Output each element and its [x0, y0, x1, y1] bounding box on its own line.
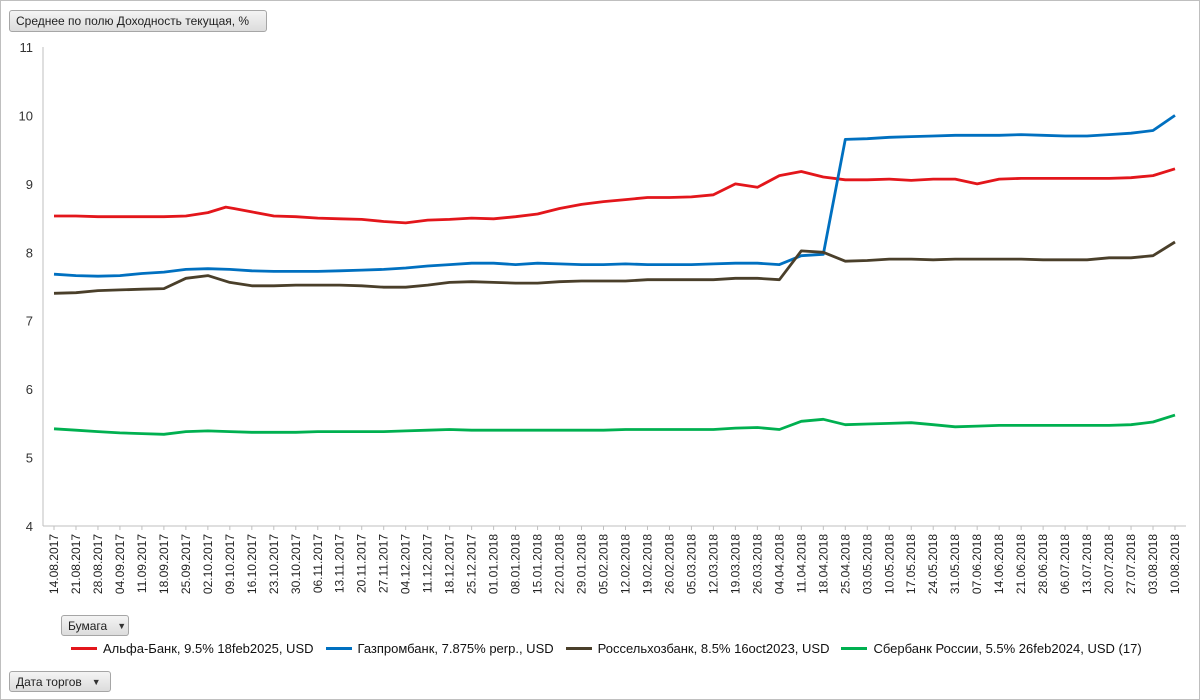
x-tick-label: 22.01.2018 — [553, 534, 567, 594]
x-tick-label: 19.02.2018 — [640, 534, 654, 594]
y-tick-label: 7 — [26, 314, 33, 329]
x-tick-label: 17.05.2018 — [904, 534, 918, 594]
legend-item-2: Газпромбанк, 7.875% perp., USD — [325, 641, 554, 656]
x-tick-label: 04.04.2018 — [772, 534, 786, 594]
x-tick-label: 26.02.2018 — [662, 534, 676, 594]
x-tick-label: 27.11.2017 — [377, 534, 391, 593]
dropdown-arrow-icon: ▼ — [117, 620, 127, 631]
pivot-series-field-label: Бумага — [68, 618, 108, 633]
x-tick-label: 04.09.2017 — [113, 534, 127, 594]
legend-swatch — [565, 647, 592, 650]
legend-swatch — [71, 647, 97, 650]
x-tick-label: 31.05.2018 — [948, 534, 962, 594]
series-line-2 — [53, 114, 1176, 278]
x-tick-label: 18.12.2017 — [443, 534, 457, 594]
x-tick-label: 12.02.2018 — [618, 534, 632, 594]
series-line-1 — [54, 167, 1176, 225]
x-tick-label: 02.10.2017 — [201, 534, 215, 594]
x-tick-label: 06.07.2018 — [1058, 534, 1072, 594]
x-tick-label: 30.10.2017 — [289, 534, 303, 594]
legend-label: Сбербанк России, 5.5% 26feb2024, USD (17… — [873, 641, 1142, 656]
x-tick-label: 03.08.2018 — [1146, 534, 1160, 594]
y-tick-label: 8 — [26, 245, 33, 260]
y-tick-label: 5 — [26, 451, 33, 466]
legend-swatch — [841, 647, 868, 650]
pivot-value-field-label: Среднее по полю Доходность текущая, % — [16, 14, 250, 28]
x-tick-label: 06.11.2017 — [311, 534, 325, 593]
x-tick-label: 13.07.2018 — [1080, 534, 1094, 594]
plot-area — [53, 114, 1176, 436]
x-tick-label: 12.03.2018 — [706, 534, 720, 594]
pivot-axis-field-button[interactable]: Дата торгов ▼ — [9, 671, 111, 692]
legend-label: Газпромбанк, 7.875% perp., USD — [357, 641, 554, 656]
x-tick-label: 05.02.2018 — [597, 534, 611, 594]
x-tick-label: 25.04.2018 — [838, 534, 852, 594]
y-axis: 4 5 6 7 8 9 10 11 — [19, 40, 44, 534]
y-tick-label: 4 — [26, 519, 33, 534]
x-tick-label: 13.11.2017 — [333, 534, 347, 593]
x-tick-label: 15.01.2018 — [531, 534, 545, 594]
dropdown-arrow-icon: ▼ — [91, 676, 101, 687]
y-tick-label: 9 — [26, 177, 33, 192]
x-tick-label: 19.03.2018 — [728, 534, 742, 594]
x-tick-label: 29.01.2018 — [575, 534, 589, 594]
x-tick-label: 03.05.2018 — [860, 534, 874, 594]
legend-item-1: Альфа-Банк, 9.5% 18feb2025, USD — [71, 641, 314, 656]
x-tick-label: 25.09.2017 — [179, 534, 193, 594]
x-tick-label: 21.06.2018 — [1014, 534, 1028, 594]
x-tick-label: 08.01.2018 — [509, 534, 523, 594]
x-tick-label: 10.08.2018 — [1168, 534, 1182, 594]
legend-label: Россельхозбанк, 8.5% 16oct2023, USD — [597, 641, 830, 656]
y-tick-label: 6 — [26, 382, 33, 397]
x-tick-label: 16.10.2017 — [245, 534, 259, 594]
x-tick-label: 20.07.2018 — [1102, 534, 1116, 594]
x-tick-label: 14.06.2018 — [992, 534, 1006, 594]
x-tick-label: 23.10.2017 — [267, 534, 281, 594]
y-tick-label: 10 — [19, 108, 33, 123]
legend-label: Альфа-Банк, 9.5% 18feb2025, USD — [103, 641, 314, 656]
series-line-4 — [53, 413, 1176, 436]
x-tick-label: 01.01.2018 — [487, 534, 501, 594]
series-line-3 — [53, 240, 1176, 295]
y-tick-label: 11 — [20, 40, 34, 55]
chart-legend: Альфа-Банк, 9.5% 18feb2025, USD Газпромба… — [71, 641, 1154, 656]
x-axis: 14.08.2017 21.08.2017 28.08.2017 04.09.2017… — [43, 525, 1186, 594]
x-tick-label: 11.09.2017 — [135, 534, 149, 593]
x-tick-label: 14.08.2017 — [47, 534, 61, 594]
x-tick-label: 21.08.2017 — [69, 534, 83, 594]
pivot-value-field-button[interactable]: Среднее по полю Доходность текущая, % — [9, 10, 267, 32]
x-tick-label: 24.05.2018 — [926, 534, 940, 594]
x-tick-label: 05.03.2018 — [684, 534, 698, 594]
x-tick-label: 11.12.2017 — [421, 534, 435, 593]
pivot-axis-field-label: Дата торгов — [16, 674, 82, 689]
x-tick-label: 11.04.2018 — [794, 534, 808, 593]
x-tick-label: 07.06.2018 — [970, 534, 984, 594]
x-tick-label: 26.03.2018 — [750, 534, 764, 594]
x-tick-label: 20.11.2017 — [355, 534, 369, 593]
x-tick-label: 10.05.2018 — [882, 534, 896, 594]
x-tick-label: 04.12.2017 — [399, 534, 413, 594]
legend-item-3: Россельхозбанк, 8.5% 16oct2023, USD — [565, 641, 830, 656]
x-tick-label: 27.07.2018 — [1124, 534, 1138, 594]
pivot-series-field-button[interactable]: Бумага ▼ — [61, 615, 129, 636]
x-tick-label: 28.06.2018 — [1036, 534, 1050, 594]
x-tick-label: 18.04.2018 — [816, 534, 830, 594]
legend-item-4: Сбербанк России, 5.5% 26feb2024, USD (17… — [841, 641, 1142, 656]
x-tick-label: 28.08.2017 — [91, 534, 105, 594]
x-tick-label: 09.10.2017 — [223, 534, 237, 594]
x-tick-label: 25.12.2017 — [465, 534, 479, 594]
x-tick-label: 18.09.2017 — [157, 534, 171, 594]
legend-swatch — [325, 647, 352, 650]
